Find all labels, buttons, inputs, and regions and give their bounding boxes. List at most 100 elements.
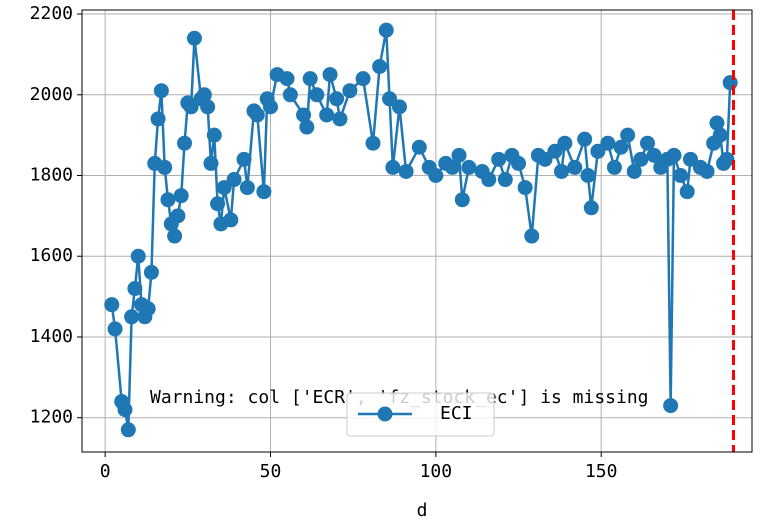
data-point — [590, 143, 606, 159]
data-point — [633, 151, 649, 167]
legend-label: ECI — [440, 403, 473, 424]
plot-frame — [81, 9, 753, 453]
data-point — [183, 99, 199, 115]
data-point — [517, 180, 533, 196]
data-point — [120, 422, 136, 438]
data-point — [143, 264, 159, 280]
data-point — [620, 127, 636, 143]
data-point — [547, 143, 563, 159]
y-tick-label: 1800 — [30, 164, 73, 185]
data-point — [682, 151, 698, 167]
data-point — [491, 151, 507, 167]
y-tick-label: 1400 — [30, 326, 73, 347]
data-point — [173, 188, 189, 204]
data-point — [150, 111, 166, 127]
data-point — [382, 91, 398, 107]
data-point — [646, 147, 662, 163]
x-tick-label: 50 — [260, 461, 282, 482]
data-point — [249, 107, 265, 123]
data-point — [428, 167, 444, 183]
data-point — [554, 163, 570, 179]
data-point — [451, 147, 467, 163]
data-point — [332, 111, 348, 127]
data-point — [210, 196, 226, 212]
data-point — [639, 135, 655, 151]
legend-box — [346, 392, 495, 437]
data-point — [167, 228, 183, 244]
data-point — [699, 163, 715, 179]
data-point — [319, 107, 335, 123]
data-point — [580, 167, 596, 183]
data-point — [127, 281, 143, 297]
data-point — [722, 75, 738, 91]
data-point — [497, 172, 513, 188]
data-point — [309, 87, 325, 103]
data-point — [302, 71, 318, 87]
data-point — [282, 87, 298, 103]
y-tick-label: 1600 — [30, 245, 73, 266]
y-tick-label: 2000 — [30, 84, 73, 105]
data-point — [262, 99, 278, 115]
data-point — [170, 208, 186, 224]
data-point — [223, 212, 239, 228]
x-tick-label: 150 — [585, 461, 618, 482]
data-point — [567, 159, 583, 175]
data-point — [663, 398, 679, 414]
data-point — [454, 192, 470, 208]
data-point — [398, 163, 414, 179]
data-point — [600, 135, 616, 151]
data-point — [299, 119, 315, 135]
data-point — [342, 83, 358, 99]
data-point — [679, 184, 695, 200]
data-point — [391, 99, 407, 115]
data-point — [296, 107, 312, 123]
data-point — [613, 139, 629, 155]
data-point — [117, 402, 133, 418]
data-point — [378, 22, 394, 38]
data-point — [583, 200, 599, 216]
y-tick-label: 1200 — [30, 407, 73, 428]
x-tick-label: 100 — [420, 461, 453, 482]
data-point — [256, 184, 272, 200]
data-point — [196, 87, 212, 103]
data-point — [157, 159, 173, 175]
data-point — [461, 159, 477, 175]
data-point — [124, 309, 140, 325]
data-point — [411, 139, 427, 155]
x-axis-label: d — [417, 500, 428, 521]
data-point — [511, 155, 527, 171]
data-point — [719, 151, 735, 167]
data-point — [355, 71, 371, 87]
legend: ECI — [346, 392, 495, 437]
data-point — [626, 163, 642, 179]
data-point — [385, 159, 401, 175]
data-point — [206, 127, 222, 143]
data-point — [279, 71, 295, 87]
data-point — [557, 135, 573, 151]
data-point — [226, 172, 242, 188]
data-point — [577, 131, 593, 147]
data-point — [537, 151, 553, 167]
data-point — [239, 180, 255, 196]
y-tick-label: 2200 — [30, 3, 73, 24]
data-point — [153, 83, 169, 99]
data-point — [606, 159, 622, 175]
data-point — [236, 151, 252, 167]
data-point — [372, 59, 388, 75]
data-point — [200, 99, 216, 115]
data-point — [481, 172, 497, 188]
data-point — [524, 228, 540, 244]
data-point — [130, 248, 146, 264]
data-point — [216, 180, 232, 196]
x-tick-label: 0 — [100, 461, 111, 482]
data-point — [322, 67, 338, 83]
data-point — [709, 115, 725, 131]
data-point — [673, 167, 689, 183]
data-point — [177, 135, 193, 151]
data-point — [666, 147, 682, 163]
data-point — [329, 91, 345, 107]
legend-marker — [377, 406, 393, 422]
data-point — [203, 155, 219, 171]
data-point — [160, 192, 176, 208]
